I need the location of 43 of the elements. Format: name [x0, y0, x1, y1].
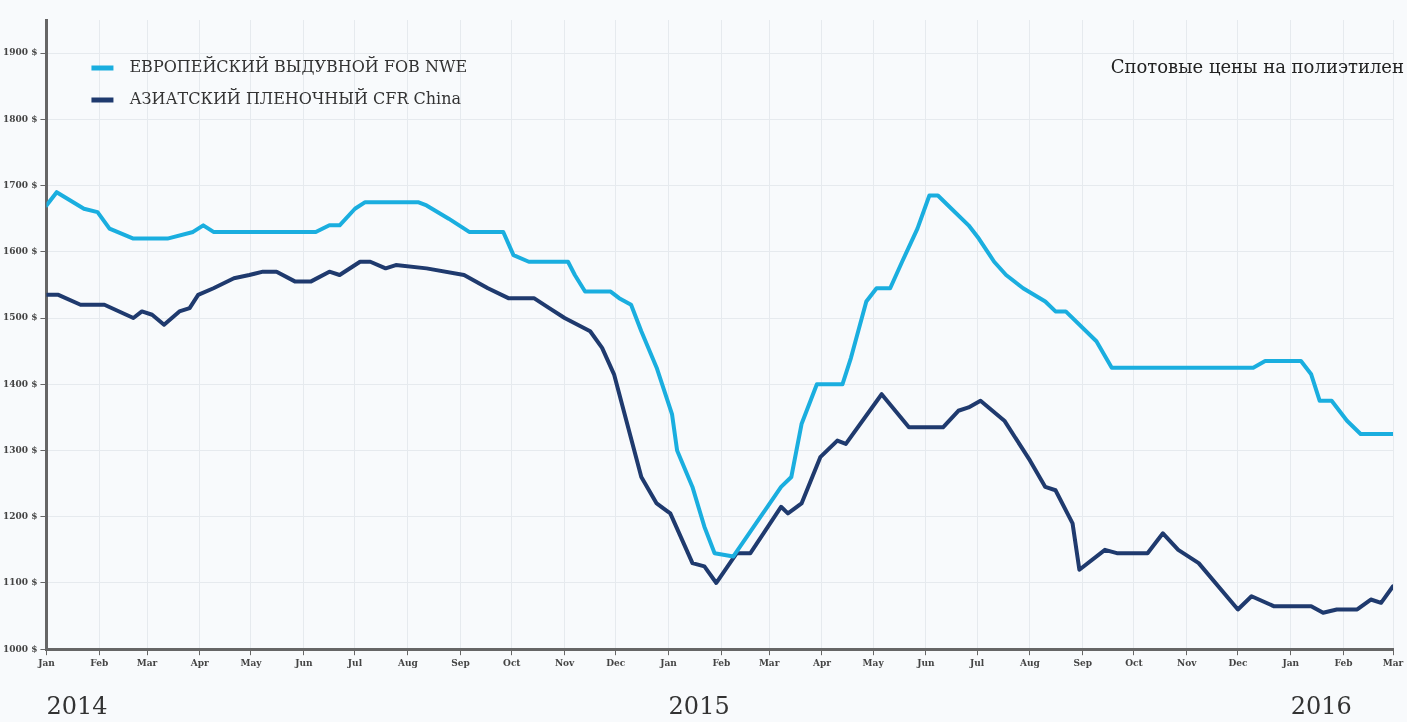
x-tick-label: Feb [1334, 657, 1353, 668]
text: 2016 [1290, 692, 1352, 721]
x-tick-label: Feb [90, 657, 109, 668]
x-tick-label: May [862, 657, 885, 668]
x-tick-label: Sep [1073, 657, 1093, 668]
y-tick-label: 1400 $ [2, 378, 38, 389]
x-tick-label: Apr [189, 657, 210, 668]
x-tick-label: Mar [1382, 657, 1404, 668]
x-tick-label: Jan [1281, 657, 1300, 668]
x-tick-label: Jul [968, 657, 985, 668]
y-tick-label: 1200 $ [2, 511, 38, 522]
legend-label: ЕВРОПЕЙСКИЙ ВЫДУВНОЙ FOB NWE [129, 56, 468, 77]
y-tick-label: 1700 $ [2, 179, 38, 190]
text: 2014 [46, 692, 108, 721]
x-tick-label: Mar [758, 657, 780, 668]
text: 2015 [668, 692, 730, 721]
x-tick-label: Nov [554, 657, 576, 668]
x-tick-label: Jun [916, 657, 936, 668]
x-tick-label: Nov [1177, 657, 1198, 668]
x-tick-label: May [240, 657, 263, 668]
y-tick-label: 1900 $ [2, 47, 38, 58]
x-tick-label: Aug [1019, 657, 1041, 668]
text: Спотовые цены на полиэтилен [1110, 55, 1404, 77]
x-tick-label: Sep [451, 657, 470, 668]
x-tick-label: Feb [712, 657, 731, 668]
x-tick-label: Jun [294, 657, 313, 668]
x-tick-label: Jan [37, 657, 56, 668]
y-tick-label: 1300 $ [2, 444, 38, 455]
x-tick-label: Oct [1125, 657, 1144, 668]
x-tick-label: Aug [396, 657, 419, 668]
y-tick-label: 1800 $ [2, 113, 38, 124]
x-tick-label: Jul [346, 657, 363, 668]
x-tick-label: Jan [659, 657, 678, 668]
x-tick-label: Apr [811, 657, 832, 668]
y-tick-label: 1500 $ [2, 312, 38, 323]
x-tick-label: Dec [606, 657, 626, 668]
y-tick-label: 1000 $ [2, 643, 38, 654]
x-tick-label: Oct [503, 657, 522, 668]
y-tick-label: 1100 $ [2, 577, 38, 588]
y-tick-label: 1600 $ [2, 246, 38, 257]
legend-label: АЗИАТСКИЙ ПЛЕНОЧНЫЙ CFR China [129, 88, 462, 109]
x-tick-label: Dec [1228, 657, 1248, 668]
x-tick-label: Mar [136, 657, 158, 668]
